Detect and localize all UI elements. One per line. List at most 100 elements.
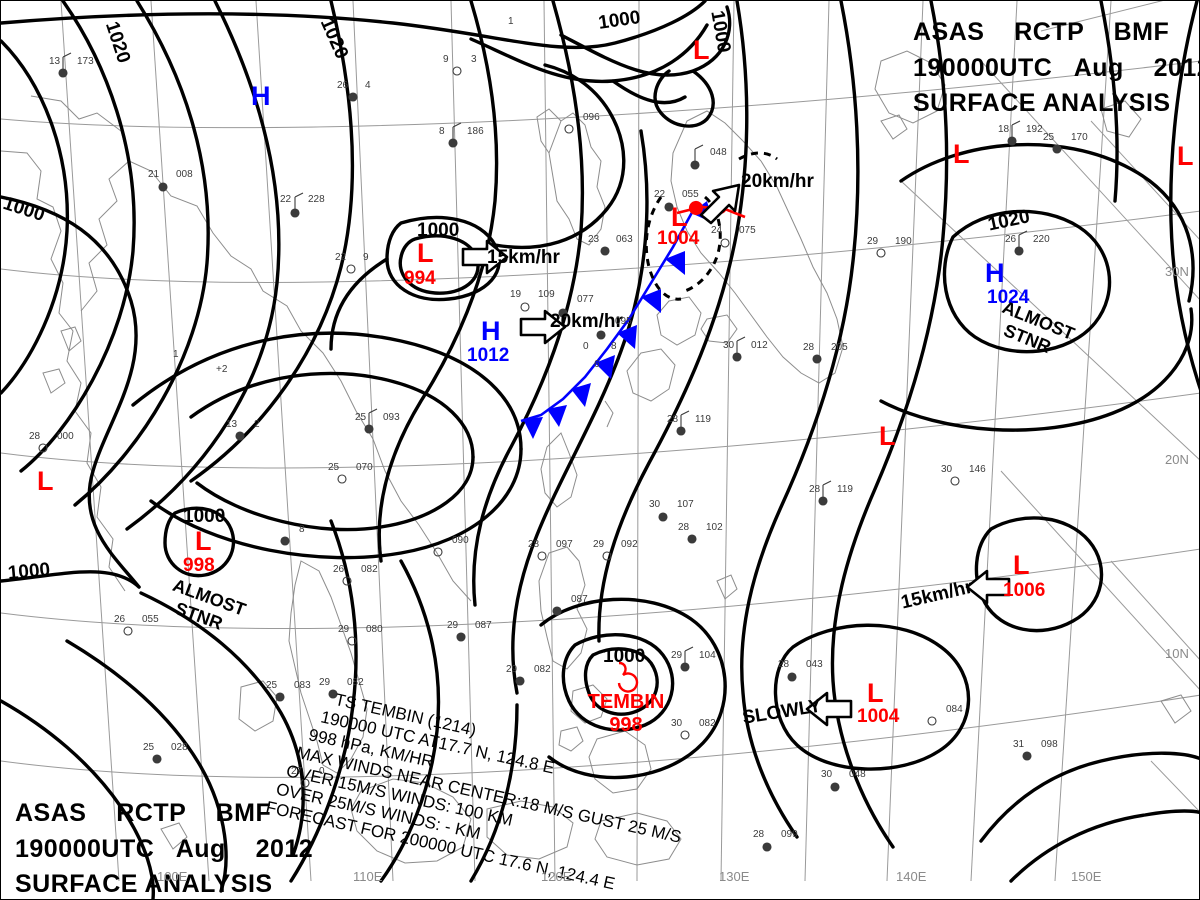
station-pressure: 9	[363, 252, 369, 263]
station-temperature: 22	[280, 194, 292, 205]
station-temperature: 24	[711, 225, 723, 236]
station-temperature: 31	[1013, 739, 1025, 750]
station-pressure: 096	[583, 112, 600, 123]
station-temperature: 29	[319, 677, 331, 688]
station-temperature: 28	[678, 522, 690, 533]
station-temperature: 22	[335, 252, 347, 263]
station-pressure: 104	[699, 650, 716, 661]
station-pressure: 082	[534, 664, 551, 675]
station-pressure: 8	[299, 524, 305, 535]
low-pressure-1004-south-value: 1004	[857, 706, 900, 727]
station-pressure: 8	[611, 341, 617, 352]
station-pressure: 087	[475, 620, 492, 631]
station-pressure: 048	[710, 147, 727, 158]
station-temperature: 28	[667, 414, 679, 425]
station-temperature: 28	[803, 342, 815, 353]
latitude-tick-30n: 30N	[1165, 264, 1189, 279]
high-pressure-1012-value: 1012	[467, 345, 510, 366]
station-temperature: 25	[328, 462, 340, 473]
station-temperature: 8	[439, 126, 445, 137]
station-temperature: 28	[778, 659, 790, 670]
station-temperature: 29	[338, 624, 350, 635]
station-temperature: 26	[333, 564, 345, 575]
motion-label-low1004-north: 20km/hr	[741, 171, 814, 192]
latitude-tick-20n: 20N	[1165, 452, 1189, 467]
low-pressure-1006-value: 1006	[1003, 580, 1046, 601]
station-pressure: 082	[699, 718, 716, 729]
low-pressure-right-2-letter: L	[1177, 141, 1194, 171]
station-pressure: 087	[571, 594, 588, 605]
motion-arrow-low994	[461, 239, 509, 275]
station-temperature: 30	[821, 769, 833, 780]
longitude-tick-100e: 100E	[157, 869, 188, 884]
title-block-top: ASAS RCTP BMF 190000UTC Aug 2012 SURFACE…	[913, 18, 1199, 117]
station-pressure: 008	[176, 169, 193, 180]
station-temperature: 18	[998, 124, 1010, 135]
typhoon-name: TEMBIN	[587, 691, 665, 713]
station-temperature: 23	[588, 234, 600, 245]
station-pressure: 119	[695, 414, 711, 425]
motion-arrow-low1006	[965, 569, 1011, 605]
low-pressure-998-west-letter: L	[195, 526, 212, 556]
coastlines	[1, 50, 1192, 866]
station-pressure: 098	[1041, 739, 1058, 750]
station-pressure: 043	[806, 659, 823, 670]
station-temperature: 25	[1043, 132, 1055, 143]
station-temperature: 0	[583, 341, 589, 352]
station-temperature: 29	[671, 650, 683, 661]
station-temperature: 30	[671, 718, 683, 729]
longitude-tick-120e: 120E	[541, 869, 572, 884]
low-pressure-top-letter: L	[693, 35, 710, 65]
station-pressure: 082	[361, 564, 378, 575]
title-block-bottom: ASAS RCTP BMF 190000UTC Aug 2012 SURFACE…	[15, 799, 314, 898]
longitude-tick-130e: 130E	[719, 869, 750, 884]
station-pressure: 080	[366, 624, 383, 635]
station-pressure: 099	[781, 829, 798, 840]
station-temperature: 28	[29, 431, 41, 442]
latitude-tick-10n: 10N	[1165, 646, 1189, 661]
station-temperature: 26	[114, 614, 126, 625]
station-temperature: 13	[226, 419, 238, 430]
high-pressure-1024-letter: H	[985, 258, 1005, 288]
station-pressure: 190	[895, 236, 912, 247]
typhoon-symbol	[617, 661, 639, 693]
typhoon-name-label: TEMBIN 998	[571, 691, 681, 737]
station-temperature: 6	[594, 359, 600, 370]
high-pressure-1024-value: 1024	[987, 287, 1030, 308]
station-temperature: 30	[723, 340, 735, 351]
station-temperature: 28	[528, 539, 540, 550]
motion-label-high1012: 20km/hr	[550, 311, 623, 332]
station-temperature: 25	[355, 412, 367, 423]
station-temperature: 22	[654, 189, 666, 200]
station-pressure: 012	[751, 340, 768, 351]
low-pressure-left-letter: L	[37, 466, 54, 496]
motion-arrow-low1004n	[699, 183, 741, 225]
motion-arrow-low1004s	[805, 691, 853, 727]
low-pressure-right-1-letter: L	[953, 139, 970, 169]
station-pressure: 092	[621, 539, 638, 550]
low-pressure-1004-north-letter: L	[671, 202, 688, 232]
station-pressure: 000	[57, 431, 74, 442]
isobar-label-left-lower-1000: 1000	[7, 559, 51, 584]
station-pressure: 097	[556, 539, 573, 550]
low-pressure-1004-north-value: 1004	[657, 228, 700, 249]
station-pressure: 070	[356, 462, 373, 473]
station-pressure: 170	[1071, 132, 1088, 143]
longitude-tick-110e: 110E	[353, 869, 383, 884]
isobar-label-tembin-1000: 1000	[603, 646, 646, 667]
station-pressure: 228	[308, 194, 325, 205]
station-plots	[38, 52, 1062, 852]
station-pressure: 093	[383, 412, 400, 423]
station-temperature: 29	[593, 539, 605, 550]
station-temperature: 29	[506, 664, 518, 675]
station-pressure: 084	[946, 704, 963, 715]
high-pressure-1012-letter: H	[481, 316, 501, 346]
station-temperature: 25	[143, 742, 155, 753]
station-pressure: 048	[849, 769, 866, 780]
station-pressure: 186	[467, 126, 484, 137]
station-pressure: 146	[969, 464, 986, 475]
station-pressure: 220	[1033, 234, 1050, 245]
station-pressure: 077	[577, 294, 594, 305]
